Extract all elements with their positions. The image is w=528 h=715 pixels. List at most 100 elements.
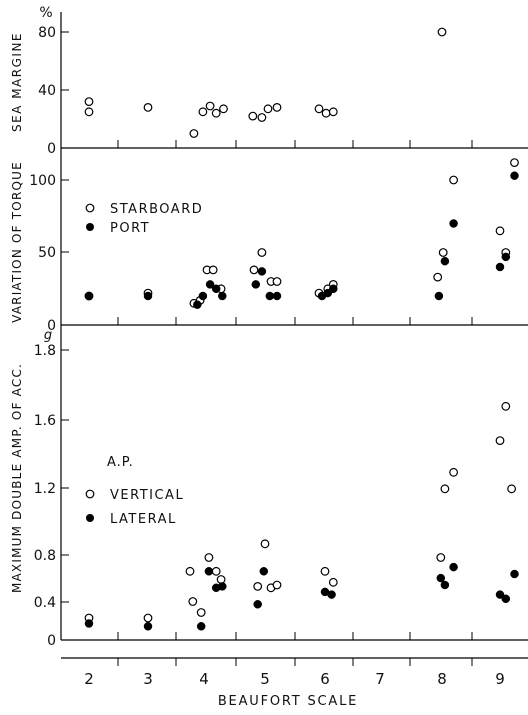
data-point-open [84, 97, 94, 106]
y-tick-label: 1.8 [34, 343, 56, 359]
y-tick-label: 1.6 [34, 413, 56, 429]
data-point-filled [434, 291, 444, 301]
data-point-open [257, 248, 267, 257]
legend-label: VERTICAL [110, 488, 184, 503]
data-point-filled [196, 622, 206, 631]
data-point-open [204, 553, 214, 562]
data-point-open [143, 613, 153, 623]
x-axis-label: BEAUFORT SCALE [218, 694, 358, 709]
panel-sea-margine: % 0 40 80 SEA MARGINE [10, 5, 528, 157]
data-point-open [436, 553, 446, 562]
legend-marker-filled-circle [86, 514, 94, 522]
legend-marker-open-circle [85, 489, 95, 499]
data-point-filled [198, 291, 208, 301]
panel-variation-of-torque: 0 50 100 VARIATION OF TORQUE STARBOARD P… [10, 148, 528, 334]
y-tick-label: 0 [47, 633, 56, 649]
y-tick-label: 0 [47, 318, 56, 334]
x-tick-label: 3 [143, 670, 153, 688]
data-point-open [328, 107, 338, 117]
data-point-open [196, 608, 206, 617]
y-tick-label: 80 [38, 25, 56, 41]
legend-marker-open-circle [85, 203, 95, 213]
x-tick-label: 6 [320, 670, 330, 688]
data-point-open [440, 484, 450, 494]
x-tick-label: 7 [375, 670, 385, 688]
data-point-filled [257, 267, 267, 276]
data-point-open [320, 566, 330, 576]
data-point-open [314, 104, 324, 114]
data-point-open [328, 577, 338, 587]
y-tick-label: 0 [47, 141, 56, 157]
data-point-filled [204, 567, 214, 576]
data-point-filled [211, 284, 221, 294]
data-point-open [263, 104, 273, 114]
x-tick-label: 2 [84, 670, 94, 688]
data-point-open [501, 401, 511, 411]
data-point-filled [495, 590, 505, 599]
data-point-open [510, 158, 519, 168]
data-point-filled [193, 300, 202, 309]
data-point-open [143, 102, 153, 112]
data-point-filled [259, 567, 269, 576]
data-point-open [272, 277, 282, 286]
data-point-filled [265, 291, 275, 301]
data-points [84, 27, 447, 138]
data-point-filled [495, 262, 505, 272]
data-point-open [495, 436, 505, 446]
panel-max-double-amp-acc: g 0 0.4 0.8 1.2 1.6 1.8 MAXIMUM DOUBLE A… [10, 325, 519, 649]
data-point-filled [510, 171, 519, 180]
data-point-filled [205, 280, 215, 289]
y-tick-label: 1.2 [34, 481, 56, 497]
legend-label: STARBOARD [110, 202, 203, 217]
x-tick-label: 4 [199, 670, 209, 688]
data-point-open [185, 566, 195, 576]
data-point-filled [84, 291, 94, 301]
data-point-filled [449, 562, 458, 572]
data-point-filled [143, 291, 153, 301]
data-point-open [449, 175, 459, 185]
data-point-open [188, 597, 198, 606]
data-point-open [321, 108, 331, 118]
data-point-filled [251, 280, 261, 289]
legend-label: PORT [110, 221, 150, 236]
data-point-open [189, 129, 199, 138]
data-point-open [438, 248, 448, 257]
data-point-filled [501, 594, 511, 604]
data-point-open [253, 582, 263, 591]
data-point-filled [440, 580, 450, 590]
data-point-open [257, 113, 267, 122]
y-unit-label: % [39, 5, 52, 21]
y-tick-label: 40 [38, 83, 56, 99]
data-point-open [84, 107, 94, 117]
y-tick-label: 0.4 [34, 595, 56, 611]
data-point-filled [218, 582, 227, 591]
data-point-open [507, 484, 517, 494]
data-point-filled [436, 573, 446, 583]
y-tick-label: 50 [38, 245, 56, 261]
data-point-open [272, 580, 282, 590]
data-point-open [219, 104, 228, 114]
data-point-open [205, 101, 215, 111]
legend: A.P. VERTICAL LATERAL [85, 455, 184, 527]
y-tick-label: 0.8 [34, 548, 56, 564]
data-point-filled [501, 252, 511, 262]
data-point-open [208, 265, 218, 275]
data-point-filled [327, 590, 336, 599]
data-point-filled [253, 600, 262, 609]
data-point-filled [510, 569, 519, 579]
data-point-open [437, 27, 447, 37]
data-point-filled [143, 622, 153, 631]
data-point-filled [272, 291, 282, 301]
x-tick-label: 9 [495, 670, 505, 688]
y-unit-label: g [44, 328, 52, 343]
y-axis-label: MAXIMUM DOUBLE AMP. OF ACC. [10, 363, 24, 593]
data-point-filled [449, 219, 458, 228]
y-axis-label: VARIATION OF TORQUE [10, 161, 24, 323]
data-point-open [433, 272, 443, 282]
data-points [84, 401, 519, 631]
data-points [84, 158, 519, 309]
y-tick-label: 100 [29, 173, 56, 189]
x-tick-label: 8 [437, 670, 447, 688]
data-point-open [272, 102, 282, 112]
